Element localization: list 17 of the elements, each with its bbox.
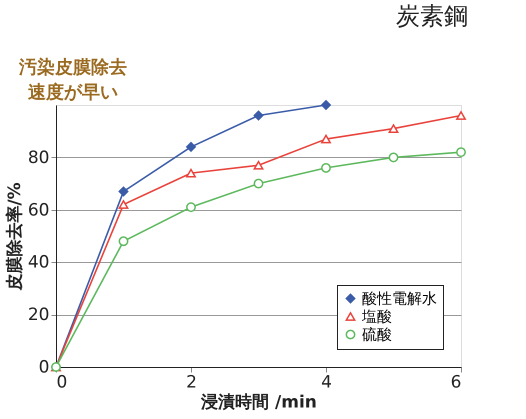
y-tick-label: 20 xyxy=(28,305,50,326)
y-tick-label: 80 xyxy=(28,148,50,168)
chart-title: 炭素鋼 xyxy=(396,2,468,30)
y-tick-label: 40 xyxy=(28,252,50,273)
x-tick-label: 4 xyxy=(321,372,332,392)
y-tick-label: 0 xyxy=(38,358,50,378)
legend-label: 酸性電解水 xyxy=(362,290,437,308)
legend-label: 硫酸 xyxy=(362,326,392,344)
legend-label: 塩酸 xyxy=(361,308,392,326)
y-axis-title: 皮膜除去率/% xyxy=(4,182,25,292)
x-tick-label: 0 xyxy=(56,372,68,392)
x-tick-label: 6 xyxy=(450,372,462,392)
text: 汚染皮膜除去 xyxy=(18,57,127,78)
x-axis-title: 浸漬時間 /min xyxy=(200,392,317,412)
text: 速度が早い xyxy=(28,82,118,103)
x-tick-label: 2 xyxy=(186,372,197,392)
y-tick-label: 60 xyxy=(28,200,50,220)
